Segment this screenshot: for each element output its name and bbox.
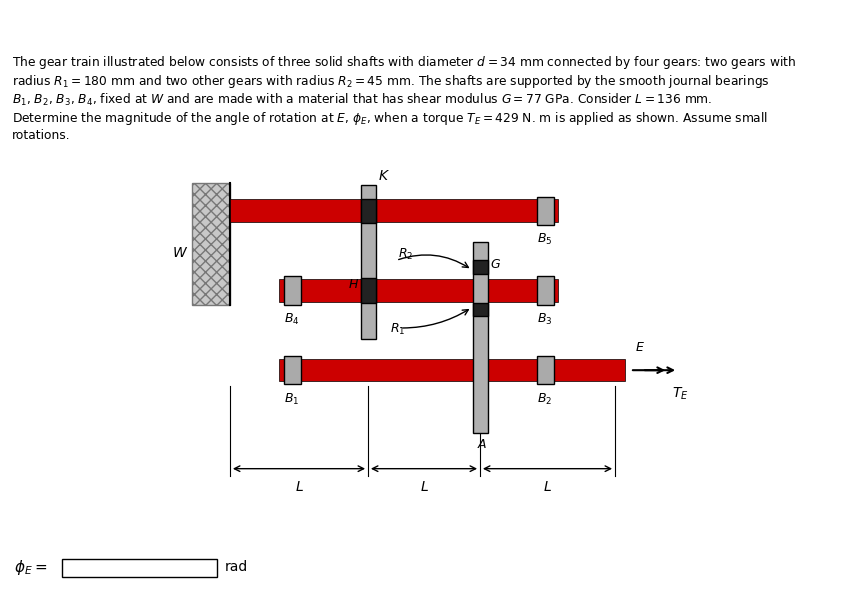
Text: $B_4$: $B_4$ <box>284 312 300 327</box>
Bar <box>360 199 376 223</box>
Text: The gear train illustrated below consists of three solid shafts with diameter $d: The gear train illustrated below consist… <box>12 54 796 71</box>
Text: $L$: $L$ <box>420 480 428 494</box>
Bar <box>537 197 554 225</box>
Text: $R_1$: $R_1$ <box>390 322 405 337</box>
Bar <box>279 359 625 382</box>
Bar <box>284 277 300 305</box>
Text: $B_1$: $B_1$ <box>285 392 299 407</box>
Text: $B_3$: $B_3$ <box>538 312 553 327</box>
Text: $R_2$: $R_2$ <box>398 247 414 262</box>
Text: $K$: $K$ <box>378 169 390 182</box>
Text: $B_1$, $B_2$, $B_3$, $B_4$, fixed at $W$ and are made with a material that has s: $B_1$, $B_2$, $B_3$, $B_4$, fixed at $W$… <box>12 92 712 108</box>
Bar <box>360 278 376 302</box>
Text: $G$: $G$ <box>490 257 501 271</box>
Text: radius $R_1 = 180$ mm and two other gears with radius $R_2 = 45$ mm. The shafts : radius $R_1 = 180$ mm and two other gear… <box>12 73 770 90</box>
Text: rotations.: rotations. <box>12 129 71 142</box>
Bar <box>472 242 488 433</box>
Text: $W$: $W$ <box>172 246 188 260</box>
Text: #3-6. Gears - three rods - Twist Angle: #3-6. Gears - three rods - Twist Angle <box>10 11 333 26</box>
Bar <box>62 559 217 577</box>
Text: $E$: $E$ <box>635 341 645 354</box>
Text: $T_E$: $T_E$ <box>672 385 689 401</box>
Bar <box>230 199 558 222</box>
Bar <box>537 277 554 305</box>
Bar <box>360 185 376 339</box>
Text: $B_2$: $B_2$ <box>538 392 553 407</box>
Text: $H$: $H$ <box>348 278 359 292</box>
Bar <box>279 279 558 302</box>
Text: $A$: $A$ <box>476 438 487 451</box>
Text: $B_5$: $B_5$ <box>538 232 553 247</box>
Bar <box>472 302 488 316</box>
Text: rad: rad <box>225 560 249 574</box>
Bar <box>537 356 554 384</box>
Text: $L$: $L$ <box>295 480 304 494</box>
Bar <box>472 260 488 274</box>
Bar <box>284 356 300 384</box>
Text: $\phi_E =$: $\phi_E =$ <box>14 557 47 577</box>
Bar <box>192 182 230 305</box>
Text: $L$: $L$ <box>543 480 552 494</box>
Text: Determine the magnitude of the angle of rotation at $E$, $\phi_E$, when a torque: Determine the magnitude of the angle of … <box>12 110 768 127</box>
